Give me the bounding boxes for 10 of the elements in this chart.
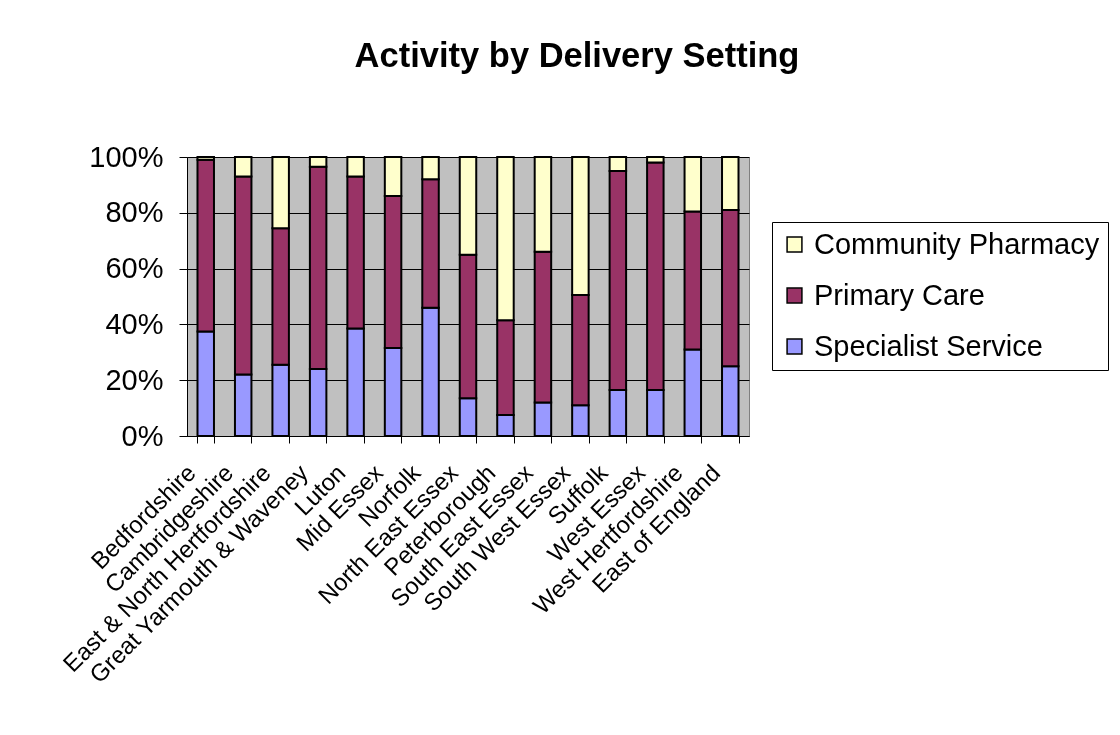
- y-tick-label: 20%: [105, 363, 164, 396]
- chart-title: Activity by Delivery Setting: [354, 35, 800, 74]
- y-tick-label: 60%: [105, 252, 164, 285]
- y-tick-label: 80%: [105, 196, 164, 229]
- y-tick-label: 40%: [105, 307, 164, 340]
- legend-label: Community Pharmacy: [814, 227, 1100, 260]
- y-tick-label: 100%: [89, 140, 164, 173]
- legend-label: Primary Care: [814, 278, 985, 311]
- y-tick-label: 0%: [121, 419, 164, 452]
- legend-label: Specialist Service: [814, 329, 1043, 362]
